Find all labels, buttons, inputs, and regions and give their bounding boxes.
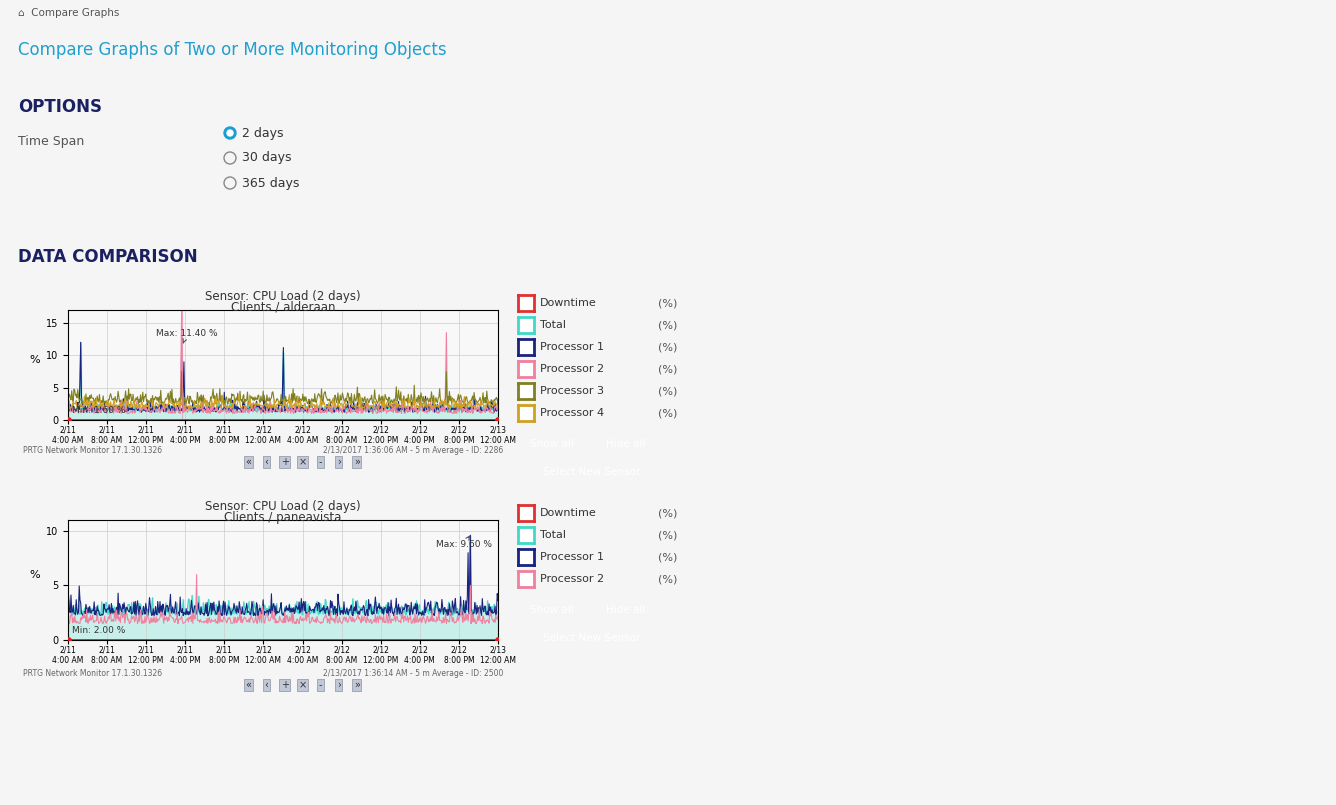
Text: ⌂  Compare Graphs: ⌂ Compare Graphs (17, 8, 119, 18)
Text: 2/13/2017 1:36:06 AM - 5 m Average - ID: 2286: 2/13/2017 1:36:06 AM - 5 m Average - ID:… (323, 445, 502, 455)
Text: Hide all: Hide all (607, 439, 645, 449)
Text: »: » (354, 680, 359, 690)
Text: Clients / alderaan: Clients / alderaan (231, 301, 335, 314)
Text: Min: 2.00 %: Min: 2.00 % (72, 626, 126, 635)
Text: Sensor: CPU Load (2 days): Sensor: CPU Load (2 days) (206, 290, 361, 303)
Text: PRTG Network Monitor 17.1.30.1326: PRTG Network Monitor 17.1.30.1326 (23, 445, 162, 455)
Text: Processor 4: Processor 4 (540, 408, 604, 418)
Text: Processor 2: Processor 2 (540, 364, 604, 374)
Text: (%): (%) (659, 320, 677, 330)
Text: ‹: ‹ (265, 457, 269, 467)
Text: (%): (%) (659, 386, 677, 396)
Text: 2/13/2017 1:36:14 AM - 5 m Average - ID: 2500: 2/13/2017 1:36:14 AM - 5 m Average - ID:… (322, 668, 502, 678)
Text: Max: 11.40 %: Max: 11.40 % (156, 329, 218, 343)
Text: 2 days: 2 days (242, 126, 283, 139)
Circle shape (224, 127, 236, 139)
Text: (%): (%) (659, 552, 677, 562)
Text: -: - (319, 680, 322, 690)
Text: «: « (246, 680, 251, 690)
Text: Processor 3: Processor 3 (540, 386, 604, 396)
Text: Processor 2: Processor 2 (540, 574, 604, 584)
Text: »: » (354, 457, 359, 467)
Text: Processor 1: Processor 1 (540, 342, 604, 352)
Text: Total: Total (540, 320, 566, 330)
Text: +: + (281, 680, 289, 690)
Text: 365 days: 365 days (242, 176, 299, 189)
Text: Show all: Show all (530, 439, 574, 449)
Y-axis label: %: % (29, 570, 40, 580)
Text: DATA COMPARISON: DATA COMPARISON (17, 248, 198, 266)
Text: (%): (%) (659, 364, 677, 374)
Text: Max: 9.60 %: Max: 9.60 % (436, 536, 492, 549)
Circle shape (227, 130, 232, 136)
Text: -: - (319, 457, 322, 467)
Text: (%): (%) (659, 408, 677, 418)
Text: Processor 1: Processor 1 (540, 552, 604, 562)
Text: Min: 1.60 %: Min: 1.60 % (72, 406, 126, 415)
Text: OPTIONS: OPTIONS (17, 98, 102, 116)
Text: ×: × (298, 680, 307, 690)
Text: (%): (%) (659, 574, 677, 584)
Text: PRTG Network Monitor 17.1.30.1326: PRTG Network Monitor 17.1.30.1326 (23, 668, 162, 678)
Text: (%): (%) (659, 530, 677, 540)
Y-axis label: %: % (29, 355, 40, 365)
Text: Show all: Show all (530, 605, 574, 615)
Text: ›: › (337, 680, 341, 690)
Text: Hide all: Hide all (607, 605, 645, 615)
Text: ›: › (337, 457, 341, 467)
Text: Downtime: Downtime (540, 298, 597, 308)
Text: Select New Sensor: Select New Sensor (544, 633, 641, 643)
Text: Select New Sensor: Select New Sensor (544, 467, 641, 477)
Text: +: + (281, 457, 289, 467)
Text: (%): (%) (659, 342, 677, 352)
Text: (%): (%) (659, 508, 677, 518)
Text: Total: Total (540, 530, 566, 540)
Text: ‹: ‹ (265, 680, 269, 690)
Text: ×: × (298, 457, 307, 467)
Text: Sensor: CPU Load (2 days): Sensor: CPU Load (2 days) (206, 500, 361, 513)
Text: Downtime: Downtime (540, 508, 597, 518)
Text: Time Span: Time Span (17, 135, 84, 148)
Text: «: « (246, 457, 251, 467)
Text: 30 days: 30 days (242, 151, 291, 164)
Text: (%): (%) (659, 298, 677, 308)
Text: Clients / paneavista: Clients / paneavista (224, 511, 342, 524)
Text: Compare Graphs of Two or More Monitoring Objects: Compare Graphs of Two or More Monitoring… (17, 41, 446, 59)
